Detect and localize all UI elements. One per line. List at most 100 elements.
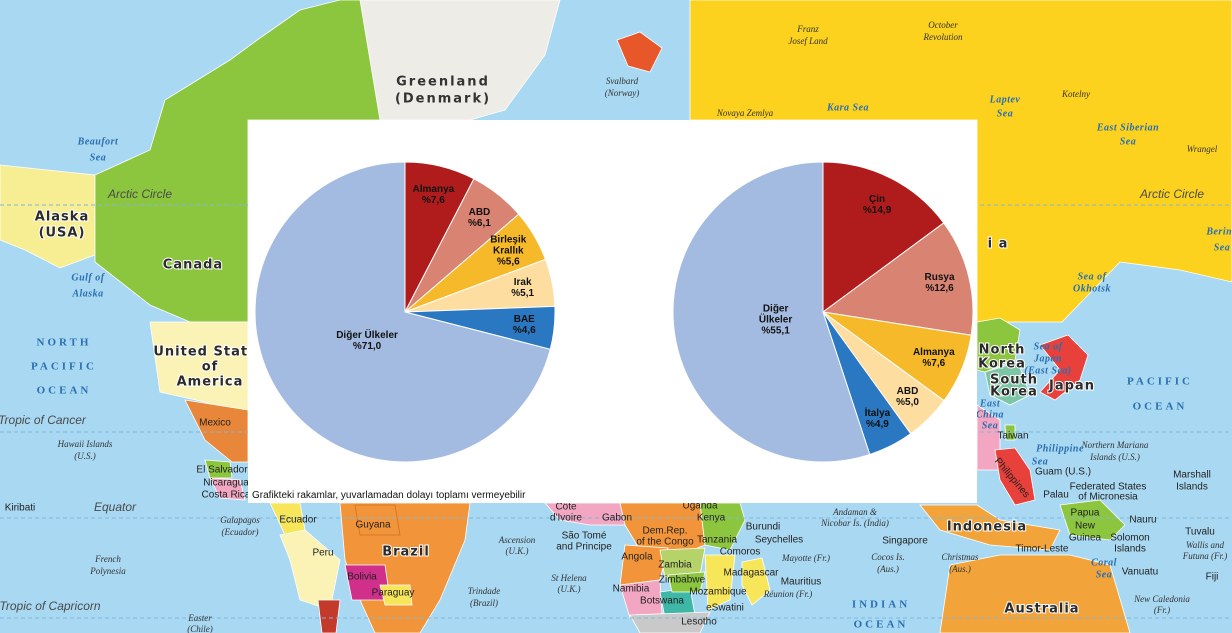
map-label: Hawaii Islands	[57, 439, 113, 449]
map-label: (Fr.)	[1154, 605, 1170, 615]
map-label: (Aus.)	[949, 564, 971, 574]
map-label: Alaska	[71, 288, 103, 299]
map-label: (U.K.)	[506, 546, 529, 556]
map-label: Coral	[1091, 557, 1117, 568]
map-label: Guam (U.S.)	[1035, 467, 1091, 478]
map-label: Andaman &	[832, 507, 877, 517]
map-label: East	[979, 398, 1001, 409]
map-label: French	[94, 554, 121, 564]
map-label: (Denmark)	[395, 92, 491, 107]
map-label: Islands	[1176, 482, 1208, 493]
slice-label: Rusya %12,6	[925, 272, 955, 294]
slice-value: %6,1	[468, 217, 491, 229]
map-label: Vanuatu	[1122, 567, 1159, 578]
map-label: America	[177, 375, 244, 390]
map-label: Novaya Zemlya	[716, 108, 774, 118]
map-label: Philippine	[1036, 443, 1084, 454]
map-label: Alaska	[35, 210, 89, 225]
map-label: Zambia	[658, 560, 692, 571]
map-label: Côte	[555, 502, 577, 513]
map-label: Kara Sea	[826, 102, 869, 113]
map-label: Madagascar	[723, 568, 779, 579]
map-label: Sea of	[1078, 271, 1108, 282]
map-label: Christmas	[941, 552, 979, 562]
map-label: Arctic Circle	[1139, 187, 1204, 201]
slice-value: %4,9	[866, 418, 889, 430]
map-label: of Micronesia	[1078, 492, 1138, 503]
map-label: Svalbard	[606, 76, 639, 86]
map-label: Peru	[312, 548, 333, 559]
map-label: Josef Land	[788, 36, 828, 46]
map-label: Mauritius	[781, 577, 822, 588]
map-label: (Ecuador)	[222, 527, 259, 537]
map-label: October	[928, 20, 958, 30]
map-label: eSwatini	[706, 603, 744, 614]
map-label: (East Sea)	[1024, 365, 1072, 376]
map-label: Singapore	[882, 536, 928, 547]
map-label: Okhotsk	[1073, 283, 1111, 294]
map-label: Ecuador	[279, 515, 317, 526]
pie-charts	[254, 161, 974, 463]
map-label: United States	[153, 345, 266, 360]
map-label: Tanzania	[697, 535, 737, 546]
map-label: Easter	[187, 613, 212, 623]
slice-label: BAE %4,6	[513, 314, 536, 336]
map-label: Timor-Leste	[1016, 544, 1069, 555]
map-label: (Norway)	[605, 88, 640, 98]
map-label: OCEAN	[854, 619, 909, 631]
map-label: Tropic of Cancer	[0, 413, 87, 427]
map-label: Futuna (Fr.)	[1182, 551, 1228, 561]
map-label: (USA)	[39, 226, 86, 241]
map-label: Palau	[1043, 490, 1069, 501]
map-label: Ascension	[498, 535, 536, 545]
map-label: China	[976, 409, 1004, 420]
map-label: Sea	[90, 152, 107, 163]
map-label: Mexico	[199, 418, 231, 429]
map-label: PACIFIC	[1127, 376, 1193, 388]
map-label: Sea	[997, 108, 1014, 119]
pie-slice	[254, 161, 551, 463]
map-label: Northern Mariana	[1081, 440, 1149, 450]
map-label: OCEAN	[1133, 401, 1188, 413]
map-label: Uganda	[682, 501, 717, 512]
slice-value: %5,6	[496, 256, 520, 268]
slice-value: %12,6	[925, 283, 954, 295]
map-label: Sea	[982, 420, 999, 431]
map-label: Sea	[1120, 136, 1137, 147]
slice-label: Almanya %7,6	[913, 347, 955, 369]
map-label: Greenland	[396, 75, 490, 90]
map-label: i a	[988, 237, 1009, 252]
map-label: Kenya	[697, 513, 726, 524]
map-label: Korea	[978, 357, 1026, 372]
map-label: Wallis and	[1186, 540, 1224, 550]
map-label: Dem.Rep.	[642, 526, 687, 537]
slice-value: %71,0	[352, 341, 382, 353]
map-label: and Principe	[556, 542, 612, 553]
map-label: Franz	[796, 24, 819, 34]
map-label: INDIAN	[852, 599, 910, 611]
slice-label: Almanya %7,6	[413, 184, 455, 206]
footnote: Grafikteki rakamlar, yuvarlamadan dolayı…	[252, 490, 526, 501]
map-label: Costa Rica	[202, 490, 251, 501]
slice-name: BAE	[513, 313, 535, 325]
map-label: New	[1075, 521, 1096, 532]
slice-label: ABD %6,1	[468, 207, 491, 229]
slice-value: %7,6	[421, 195, 445, 207]
slice-name: Çin	[869, 193, 886, 205]
map-label: North	[979, 343, 1026, 358]
slice-value: %5,1	[511, 288, 535, 300]
map-label: (Chile)	[187, 624, 213, 633]
map-label: Guyana	[355, 520, 390, 531]
map-label: of the Congo	[636, 537, 694, 548]
slice-label: ABD %5,0	[896, 386, 919, 408]
map-label: Papua	[1071, 508, 1100, 519]
map-label: Nicobar Is. (India)	[820, 518, 889, 528]
slice-name: Almanya	[412, 184, 455, 196]
map-label: East Siberian	[1096, 122, 1159, 133]
map-label: (U.S.)	[74, 451, 96, 461]
map-label: Federated States	[1070, 482, 1147, 493]
map-label: Galapagos	[220, 515, 260, 525]
map-label: Kotelny	[1061, 89, 1090, 99]
map-label: Mozambique	[689, 587, 747, 598]
